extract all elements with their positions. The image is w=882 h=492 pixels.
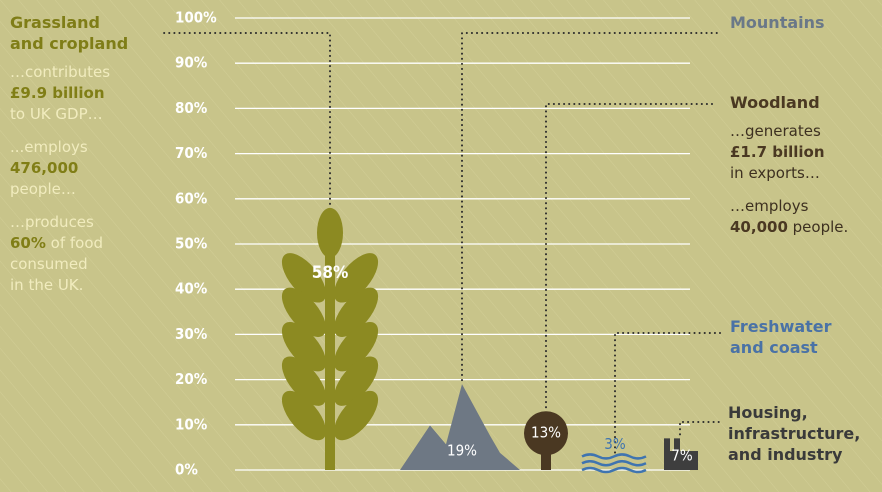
y-tick-label: 70% (175, 144, 208, 162)
mountain-icon (400, 384, 520, 470)
wheat-leaf (333, 253, 379, 303)
wheat-leaf (333, 322, 379, 372)
wheat-leaf (281, 390, 327, 441)
factory-icon (664, 438, 698, 470)
text-panel: Mountains (730, 12, 880, 33)
wheat-stem (325, 247, 335, 470)
water-wave (581, 453, 647, 460)
note-text: people. (787, 218, 849, 236)
tree-trunk (541, 441, 551, 470)
note-text: people… (10, 180, 76, 198)
note-text: of food consumed in the UK. (10, 234, 104, 294)
leader-line (545, 103, 713, 409)
factory-body (664, 451, 698, 470)
y-tick-label: 30% (175, 325, 208, 343)
water-wave (581, 466, 647, 474)
value-label: 3% (604, 435, 626, 453)
value-label: 19% (447, 442, 477, 460)
panel-title: Mountains (730, 13, 825, 32)
value-label: 58% (312, 263, 349, 283)
wheat-leaf (333, 390, 379, 441)
value-label: 13% (531, 424, 561, 442)
panel-title: Woodland (730, 93, 820, 112)
text-panel: Freshwater and coast (730, 316, 880, 358)
y-tick-label: 50% (175, 235, 208, 253)
y-tick-label: 90% (175, 54, 208, 72)
note-text: in exports… (730, 164, 820, 182)
y-tick-label: 80% (175, 99, 208, 117)
panel-title: Freshwater and coast (730, 317, 832, 357)
note-paragraph: …employs 40,000 people. (730, 196, 880, 238)
leader-line (461, 32, 721, 382)
wheat-leaf (281, 322, 327, 372)
note-text: ...employs (10, 138, 88, 156)
wheat-icon (281, 207, 379, 470)
note-highlight: 40,000 (730, 218, 788, 236)
y-tick-label: 0% (175, 461, 198, 479)
leader-line (159, 32, 331, 205)
leader-line (679, 421, 721, 436)
y-tick-label: 10% (175, 415, 208, 433)
y-tick-label: 20% (175, 370, 208, 388)
note-paragraph: …contributes £9.9 billion to UK GDP… (10, 62, 160, 125)
text-panel: Grassland and cropland …contributes £9.9 … (10, 12, 160, 296)
panel-title: Housing, infrastructure, and industry (728, 403, 861, 464)
wheat-leaf (281, 287, 327, 337)
factory-chimney (674, 438, 680, 470)
wheat-leaf (281, 253, 327, 303)
water-wave (581, 459, 647, 467)
note-text: …generates (730, 122, 821, 140)
note-text: …employs (730, 197, 809, 215)
value-label: 7% (671, 446, 693, 464)
panel-title: Grassland and cropland (10, 13, 129, 53)
leader-line (614, 332, 721, 454)
wheat-grain (317, 207, 343, 258)
note-paragraph: …generates £1.7 billion in exports… (730, 121, 880, 184)
wheat-leaf (333, 356, 379, 406)
note-highlight: £9.9 billion (10, 84, 105, 102)
wheat-leaf (333, 287, 379, 337)
text-panel: Woodland …generates £1.7 billion in expor… (730, 92, 880, 238)
tree-canopy (524, 411, 568, 456)
note-highlight: 60% (10, 234, 46, 252)
y-tick-label: 60% (175, 189, 208, 207)
y-tick-label: 100% (175, 9, 217, 27)
tree-icon (524, 411, 568, 470)
note-text: …produces (10, 213, 94, 231)
wheat-leaf (281, 356, 327, 406)
y-tick-label: 40% (175, 280, 208, 298)
note-highlight: £1.7 billion (730, 143, 825, 161)
note-paragraph: ...employs 476,000 people… (10, 137, 160, 200)
text-panel: Housing, infrastructure, and industry (728, 402, 882, 465)
note-paragraph: …produces 60% of food consumed in the UK… (10, 212, 160, 296)
water-icon (581, 453, 647, 474)
factory-chimney (664, 438, 670, 470)
note-text: to UK GDP… (10, 105, 103, 123)
note-text: …contributes (10, 63, 111, 81)
note-highlight: 476,000 (10, 159, 79, 177)
